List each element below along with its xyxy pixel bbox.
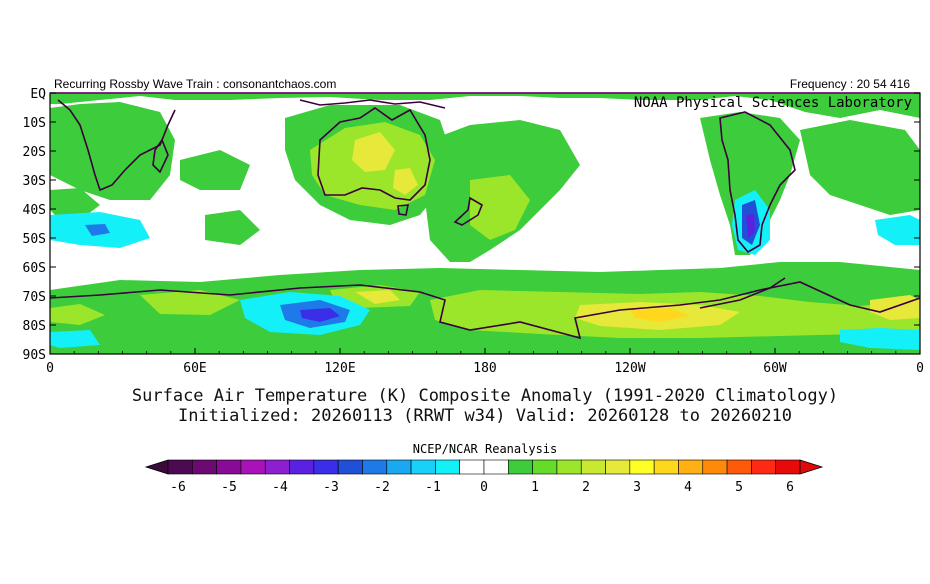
colorbar-tick-label: 5 bbox=[735, 480, 743, 495]
anomaly-region-yellow-aus2 bbox=[393, 168, 418, 195]
colorbar-tick-label: -6 bbox=[170, 480, 186, 495]
lat-label: 90S bbox=[23, 348, 46, 363]
anomaly-region-green-africa-west bbox=[50, 188, 100, 220]
colorbar-swatch bbox=[216, 459, 242, 475]
lat-label: 80S bbox=[23, 319, 46, 334]
colorbar-swatch bbox=[167, 459, 193, 475]
colorbar-swatch bbox=[702, 459, 728, 475]
lon-label: 180 bbox=[473, 361, 496, 376]
colorbar-swatch bbox=[362, 459, 388, 475]
longitude-axis: 0 60E 120E 180 120W 60W 0 bbox=[46, 348, 924, 376]
anomaly-region-green-north bbox=[50, 93, 920, 118]
colorbar-swatch bbox=[775, 459, 801, 475]
colorbar-tick-label: 6 bbox=[786, 480, 794, 495]
coastline-tasmania bbox=[397, 204, 409, 216]
colorbar-tick-label: 2 bbox=[582, 480, 590, 495]
latitude-axis: EQ 10S 20S 30S 40S 50S 60S 70S 80S 90S bbox=[23, 87, 920, 363]
lat-label: 10S bbox=[23, 116, 46, 131]
lat-label: 70S bbox=[23, 290, 46, 305]
colorbar-tick-label: -2 bbox=[374, 480, 390, 495]
anomaly-region-lightgreen-ant-west bbox=[50, 304, 105, 325]
noaa-lab-label: NOAA Physical Sciences Laboratory bbox=[633, 95, 912, 111]
colorbar-tick-label: 3 bbox=[633, 480, 641, 495]
coastline-madagascar bbox=[152, 138, 169, 174]
map-title-line2: Initialized: 20260113 (RRWT w34) Valid: … bbox=[177, 406, 793, 426]
lon-label: 60E bbox=[183, 361, 206, 376]
lat-label: 30S bbox=[23, 174, 46, 189]
coastline-antarctica bbox=[50, 281, 920, 340]
anomaly-region-cyan-westant bbox=[50, 330, 100, 348]
colorbar-swatch bbox=[410, 459, 436, 475]
lon-label: 60W bbox=[763, 361, 787, 376]
anomaly-region-darkblue-antarctic bbox=[300, 308, 340, 322]
anomaly-region-yellow-aus bbox=[352, 132, 395, 172]
coastline-indonesia bbox=[299, 99, 446, 109]
colorbar-swatch bbox=[556, 459, 582, 475]
colorbar-tick-label: -3 bbox=[323, 480, 339, 495]
colorbar-swatch bbox=[264, 459, 290, 475]
colorbar-swatch bbox=[483, 459, 509, 475]
colorbar-tick-label: -4 bbox=[272, 480, 288, 495]
header-left-text: Recurring Rossby Wave Train : consonantc… bbox=[54, 77, 337, 91]
colorbar-swatch bbox=[532, 459, 558, 475]
colorbar-swatch bbox=[386, 459, 412, 475]
lon-label: 120W bbox=[614, 361, 645, 376]
anomaly-region-lightgreen-pacific bbox=[470, 175, 530, 240]
anomaly-region-green-satlantic bbox=[800, 120, 920, 215]
colorbar-swatch bbox=[605, 459, 631, 475]
colorbar-tick-label: -5 bbox=[221, 480, 237, 495]
colorbar-swatch bbox=[580, 459, 606, 475]
lat-label: 50S bbox=[23, 232, 46, 247]
lon-label: 0 bbox=[46, 361, 54, 376]
anomaly-region-cyan-weddell bbox=[840, 328, 920, 350]
anomaly-region-blue-southindian bbox=[85, 224, 110, 236]
lat-label: 20S bbox=[23, 145, 46, 160]
colorbar-swatch bbox=[678, 459, 704, 475]
map-title-line1: Surface Air Temperature (K) Composite An… bbox=[131, 386, 839, 406]
colorbar-swatch bbox=[313, 459, 339, 475]
colorbar-swatch bbox=[337, 459, 363, 475]
frequency-text: Frequency : 20 54 416 bbox=[789, 77, 910, 91]
lat-label: EQ bbox=[30, 87, 46, 102]
colorbar-swatch bbox=[192, 459, 217, 475]
coastline-southamerica bbox=[719, 111, 796, 254]
colorbar: -6 -5 -4 -3 -2 -1 0 1 2 3 4 5 6 bbox=[144, 459, 824, 495]
lat-label: 60S bbox=[23, 261, 46, 276]
colorbar-swatch bbox=[240, 459, 266, 475]
anomaly-region-purple-patagonia bbox=[746, 214, 755, 238]
coastlines bbox=[50, 99, 920, 340]
colorbar-swatch bbox=[726, 459, 752, 475]
anomaly-region-green-indian bbox=[205, 210, 260, 245]
coastline-australia bbox=[317, 107, 431, 201]
anomaly-region-yellow-ross bbox=[355, 290, 400, 304]
colorbar-tick-label: -1 bbox=[425, 480, 441, 495]
lon-label: 120E bbox=[324, 361, 355, 376]
colorbar-tick-label: 0 bbox=[480, 480, 488, 495]
colorbar-swatch bbox=[508, 459, 533, 475]
colorbar-swatch bbox=[289, 459, 315, 475]
colorbar-tick-label: 4 bbox=[684, 480, 692, 495]
colorbar-max-arrow bbox=[799, 459, 824, 475]
anomaly-region-orange-antarctic bbox=[630, 308, 690, 322]
colorbar-tick-label: 1 bbox=[531, 480, 539, 495]
colorbar-swatch bbox=[751, 459, 776, 475]
anomaly-region-lightgreen-west bbox=[140, 290, 240, 315]
colorbar-source-label: NCEP/NCAR Reanalysis bbox=[412, 442, 558, 456]
lon-label: 0 bbox=[916, 361, 924, 376]
anomaly-region-cyan-south-atl bbox=[875, 215, 920, 245]
colorbar-min-arrow bbox=[144, 459, 169, 475]
anomaly-region-green-midlat bbox=[180, 150, 250, 190]
lat-label: 40S bbox=[23, 203, 46, 218]
colorbar-swatch bbox=[629, 459, 655, 475]
coastline-newzealand bbox=[453, 196, 483, 226]
coastline-antarctic-peninsula bbox=[699, 277, 786, 309]
colorbar-swatch bbox=[459, 459, 485, 475]
colorbar-swatch bbox=[435, 459, 460, 475]
colorbar-swatch bbox=[653, 459, 679, 475]
